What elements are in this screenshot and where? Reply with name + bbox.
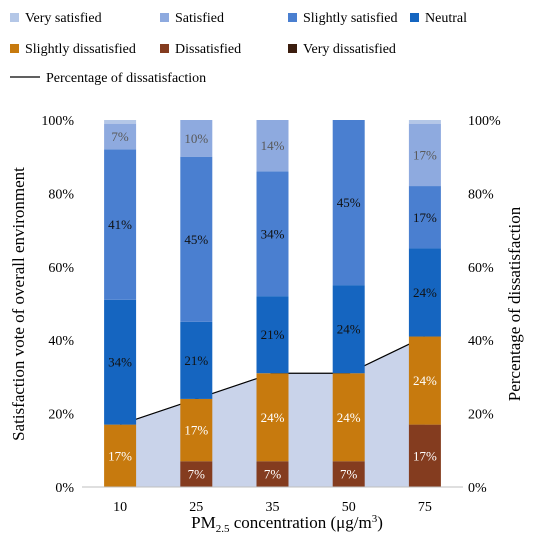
bar-segment [408,336,441,425]
data-labels: 17% 34% 41% 7% 7% 17% 21% 45% 10% 7% 24% 21% 34% 14% 7… [108,129,437,482]
bar-segment [180,321,213,399]
y-tick-label: 0% [55,481,74,496]
data-label: 21% [184,353,208,368]
x-tick-label: 25 [189,500,203,515]
bar-segment [408,186,441,249]
legend-swatch [160,13,169,22]
bar-segment [332,461,365,487]
bar-segment [256,171,289,297]
data-label: 24% [337,410,361,425]
legend-label: Slightly dissatisfied [25,42,136,57]
data-label: 17% [413,147,437,162]
bar-segment [332,285,365,374]
bars [104,120,441,487]
legend-label: Slightly satisfied [303,11,398,26]
y2-tick-label: 20% [468,408,494,423]
x-tick-label: 50 [342,500,356,515]
bar-segment [104,424,137,487]
x-axis-title-superscript: 3 [372,513,378,525]
bar-segment [104,299,137,425]
legend-label: Neutral [425,11,467,26]
y2-axis-title: Percentage of dissatisfaction [505,206,524,401]
bar-segment [408,120,441,124]
bar-segment [180,120,213,157]
y2-tick-label: 60% [468,261,494,276]
data-label: 10% [184,131,208,146]
data-label: 45% [184,232,208,247]
bar-segment [332,373,365,462]
y2-tick-label: 0% [468,481,487,496]
x-tick-label: 75 [418,500,432,515]
bar-segment [332,120,365,286]
x-axis-title-subscript: 2.5 [216,523,230,535]
data-label: 24% [261,410,285,425]
legend-label: Satisfied [175,11,224,26]
data-label: 21% [261,327,285,342]
y-tick-label: 20% [48,408,74,423]
y-tick-label: 80% [48,187,74,202]
y2-tick-label: 100% [468,114,501,129]
y-axis-title: Satisfaction vote of overall environment [9,167,28,441]
bar-segment [408,123,441,187]
data-label: 7% [188,467,206,482]
y-tick-label: 60% [48,261,74,276]
data-label: 7% [264,467,282,482]
bar-segment [256,296,289,374]
legend-swatch [10,13,19,22]
bar-segment [104,123,137,150]
bar-segment [408,248,441,337]
bar-segment [180,461,213,487]
legend-swatch [410,13,419,22]
x-axis-title-tail: concentration (μg/m [229,513,371,532]
data-label: 7% [340,467,358,482]
data-label: 24% [413,373,437,388]
bar-segment [256,373,289,462]
bar-segment [256,461,289,487]
legend-label: Dissatisfied [175,42,241,57]
y2-tick-label: 80% [468,187,494,202]
data-label: 17% [413,210,437,225]
data-label: 17% [184,423,208,438]
data-label: 24% [337,322,361,337]
x-axis-title-main: PM [191,513,216,532]
legend-swatch [160,44,169,53]
data-label: 17% [108,448,132,463]
legend-swatch [288,13,297,22]
bar-segment [104,120,137,124]
x-axis-title: PM2.5 concentration (μg/m3) [191,513,383,535]
bar-segment [104,149,137,300]
bar-segment [180,398,213,462]
legend-label: Percentage of dissatisfaction [46,71,206,86]
bar-segment [256,120,289,172]
legend-label: Very dissatisfied [303,42,396,57]
y-tick-label: 40% [48,334,74,349]
legend-label: Very satisfied [25,11,102,26]
legend: Very satisfied Satisfied Slightly satisfie… [10,11,467,86]
y2-tick-label: 40% [468,334,494,349]
legend-swatch [288,44,297,53]
tick-labels: 0% 0% 20% 20% 40% 40% 60% 60% 80% 80% 100% 100% 10 25… [41,114,501,515]
data-label: 7% [111,129,129,144]
x-axis-title-end: ) [377,513,383,532]
data-label: 45% [337,195,361,210]
x-tick-label: 35 [266,500,280,515]
x-tick-label: 10 [113,500,127,515]
data-label: 24% [413,285,437,300]
data-label: 34% [108,355,132,370]
data-label: 17% [413,448,437,463]
data-label: 34% [261,226,285,241]
data-label: 14% [261,138,285,153]
bar-segment [180,156,213,322]
data-label: 41% [108,217,132,232]
legend-swatch [10,44,19,53]
bar-segment [408,424,441,487]
y-tick-label: 100% [41,114,74,129]
